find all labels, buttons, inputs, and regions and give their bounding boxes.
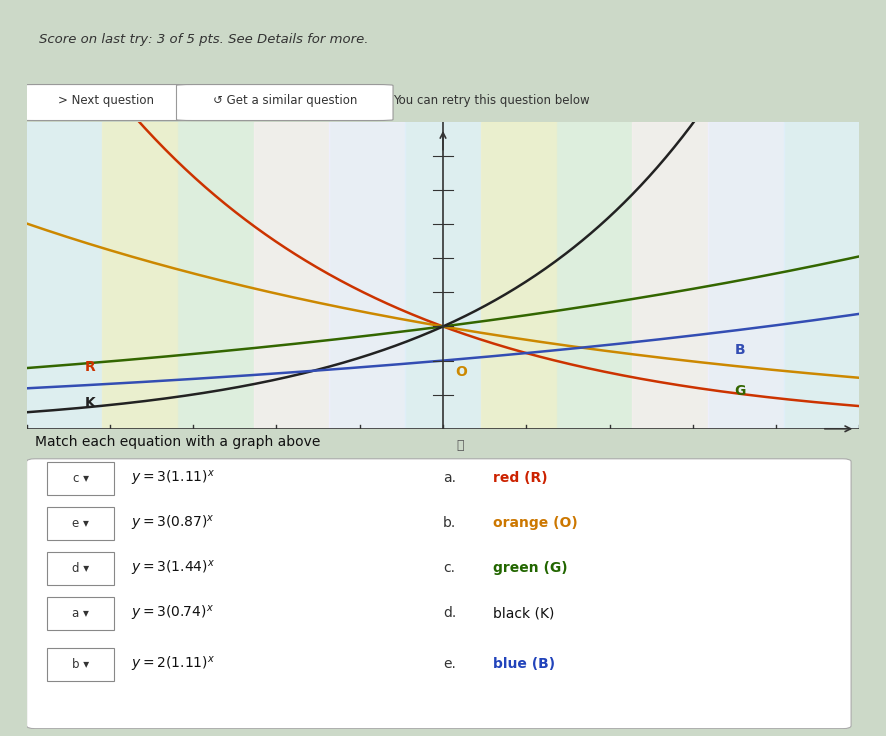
Text: e ▾: e ▾ bbox=[73, 517, 89, 530]
FancyBboxPatch shape bbox=[176, 85, 393, 121]
Bar bbox=[405, 121, 481, 429]
Text: 🔍: 🔍 bbox=[456, 439, 463, 452]
Text: b.: b. bbox=[443, 516, 456, 530]
Bar bbox=[178, 121, 253, 429]
FancyBboxPatch shape bbox=[47, 461, 114, 495]
Text: You can retry this question below: You can retry this question below bbox=[393, 94, 590, 107]
Bar bbox=[633, 121, 708, 429]
Text: $y = 3(1.44)^{x}$: $y = 3(1.44)^{x}$ bbox=[131, 559, 214, 578]
Bar bbox=[784, 121, 859, 429]
Text: $y = 3(1.11)^{x}$: $y = 3(1.11)^{x}$ bbox=[131, 469, 214, 488]
Text: a.: a. bbox=[443, 471, 456, 485]
Text: Match each equation with a graph above: Match each equation with a graph above bbox=[35, 435, 320, 449]
FancyBboxPatch shape bbox=[27, 459, 851, 729]
Text: black (K): black (K) bbox=[493, 606, 555, 620]
Text: e.: e. bbox=[443, 657, 456, 671]
Text: d.: d. bbox=[443, 606, 456, 620]
FancyBboxPatch shape bbox=[47, 648, 114, 681]
Text: b ▾: b ▾ bbox=[72, 658, 89, 670]
Text: a ▾: a ▾ bbox=[73, 606, 89, 620]
Text: c.: c. bbox=[443, 562, 455, 576]
Text: Score on last try: 3 of 5 pts. See Details for more.: Score on last try: 3 of 5 pts. See Detai… bbox=[39, 32, 369, 46]
Text: $y = 3(0.74)^{x}$: $y = 3(0.74)^{x}$ bbox=[131, 604, 214, 623]
FancyBboxPatch shape bbox=[47, 597, 114, 630]
Text: G: G bbox=[734, 383, 746, 397]
Text: > Next question: > Next question bbox=[58, 94, 153, 107]
Text: $y = 2(1.11)^{x}$: $y = 2(1.11)^{x}$ bbox=[131, 655, 214, 673]
Text: ↺ Get a similar question: ↺ Get a similar question bbox=[213, 94, 357, 107]
Text: orange (O): orange (O) bbox=[493, 516, 578, 530]
Bar bbox=[253, 121, 330, 429]
Text: K: K bbox=[85, 396, 96, 410]
Text: green (G): green (G) bbox=[493, 562, 568, 576]
Bar bbox=[102, 121, 178, 429]
Bar bbox=[556, 121, 633, 429]
Text: blue (B): blue (B) bbox=[493, 657, 556, 671]
FancyBboxPatch shape bbox=[47, 507, 114, 539]
FancyBboxPatch shape bbox=[19, 85, 193, 121]
Bar bbox=[708, 121, 784, 429]
Text: red (R): red (R) bbox=[493, 471, 548, 485]
Text: O: O bbox=[455, 365, 468, 379]
Text: B: B bbox=[734, 343, 745, 357]
Bar bbox=[330, 121, 405, 429]
Text: d ▾: d ▾ bbox=[72, 562, 89, 575]
Bar bbox=[27, 121, 102, 429]
Bar bbox=[481, 121, 556, 429]
Text: $y = 3(0.87)^{x}$: $y = 3(0.87)^{x}$ bbox=[131, 514, 214, 533]
Text: c ▾: c ▾ bbox=[73, 472, 89, 485]
FancyBboxPatch shape bbox=[47, 552, 114, 584]
Text: R: R bbox=[85, 360, 96, 374]
